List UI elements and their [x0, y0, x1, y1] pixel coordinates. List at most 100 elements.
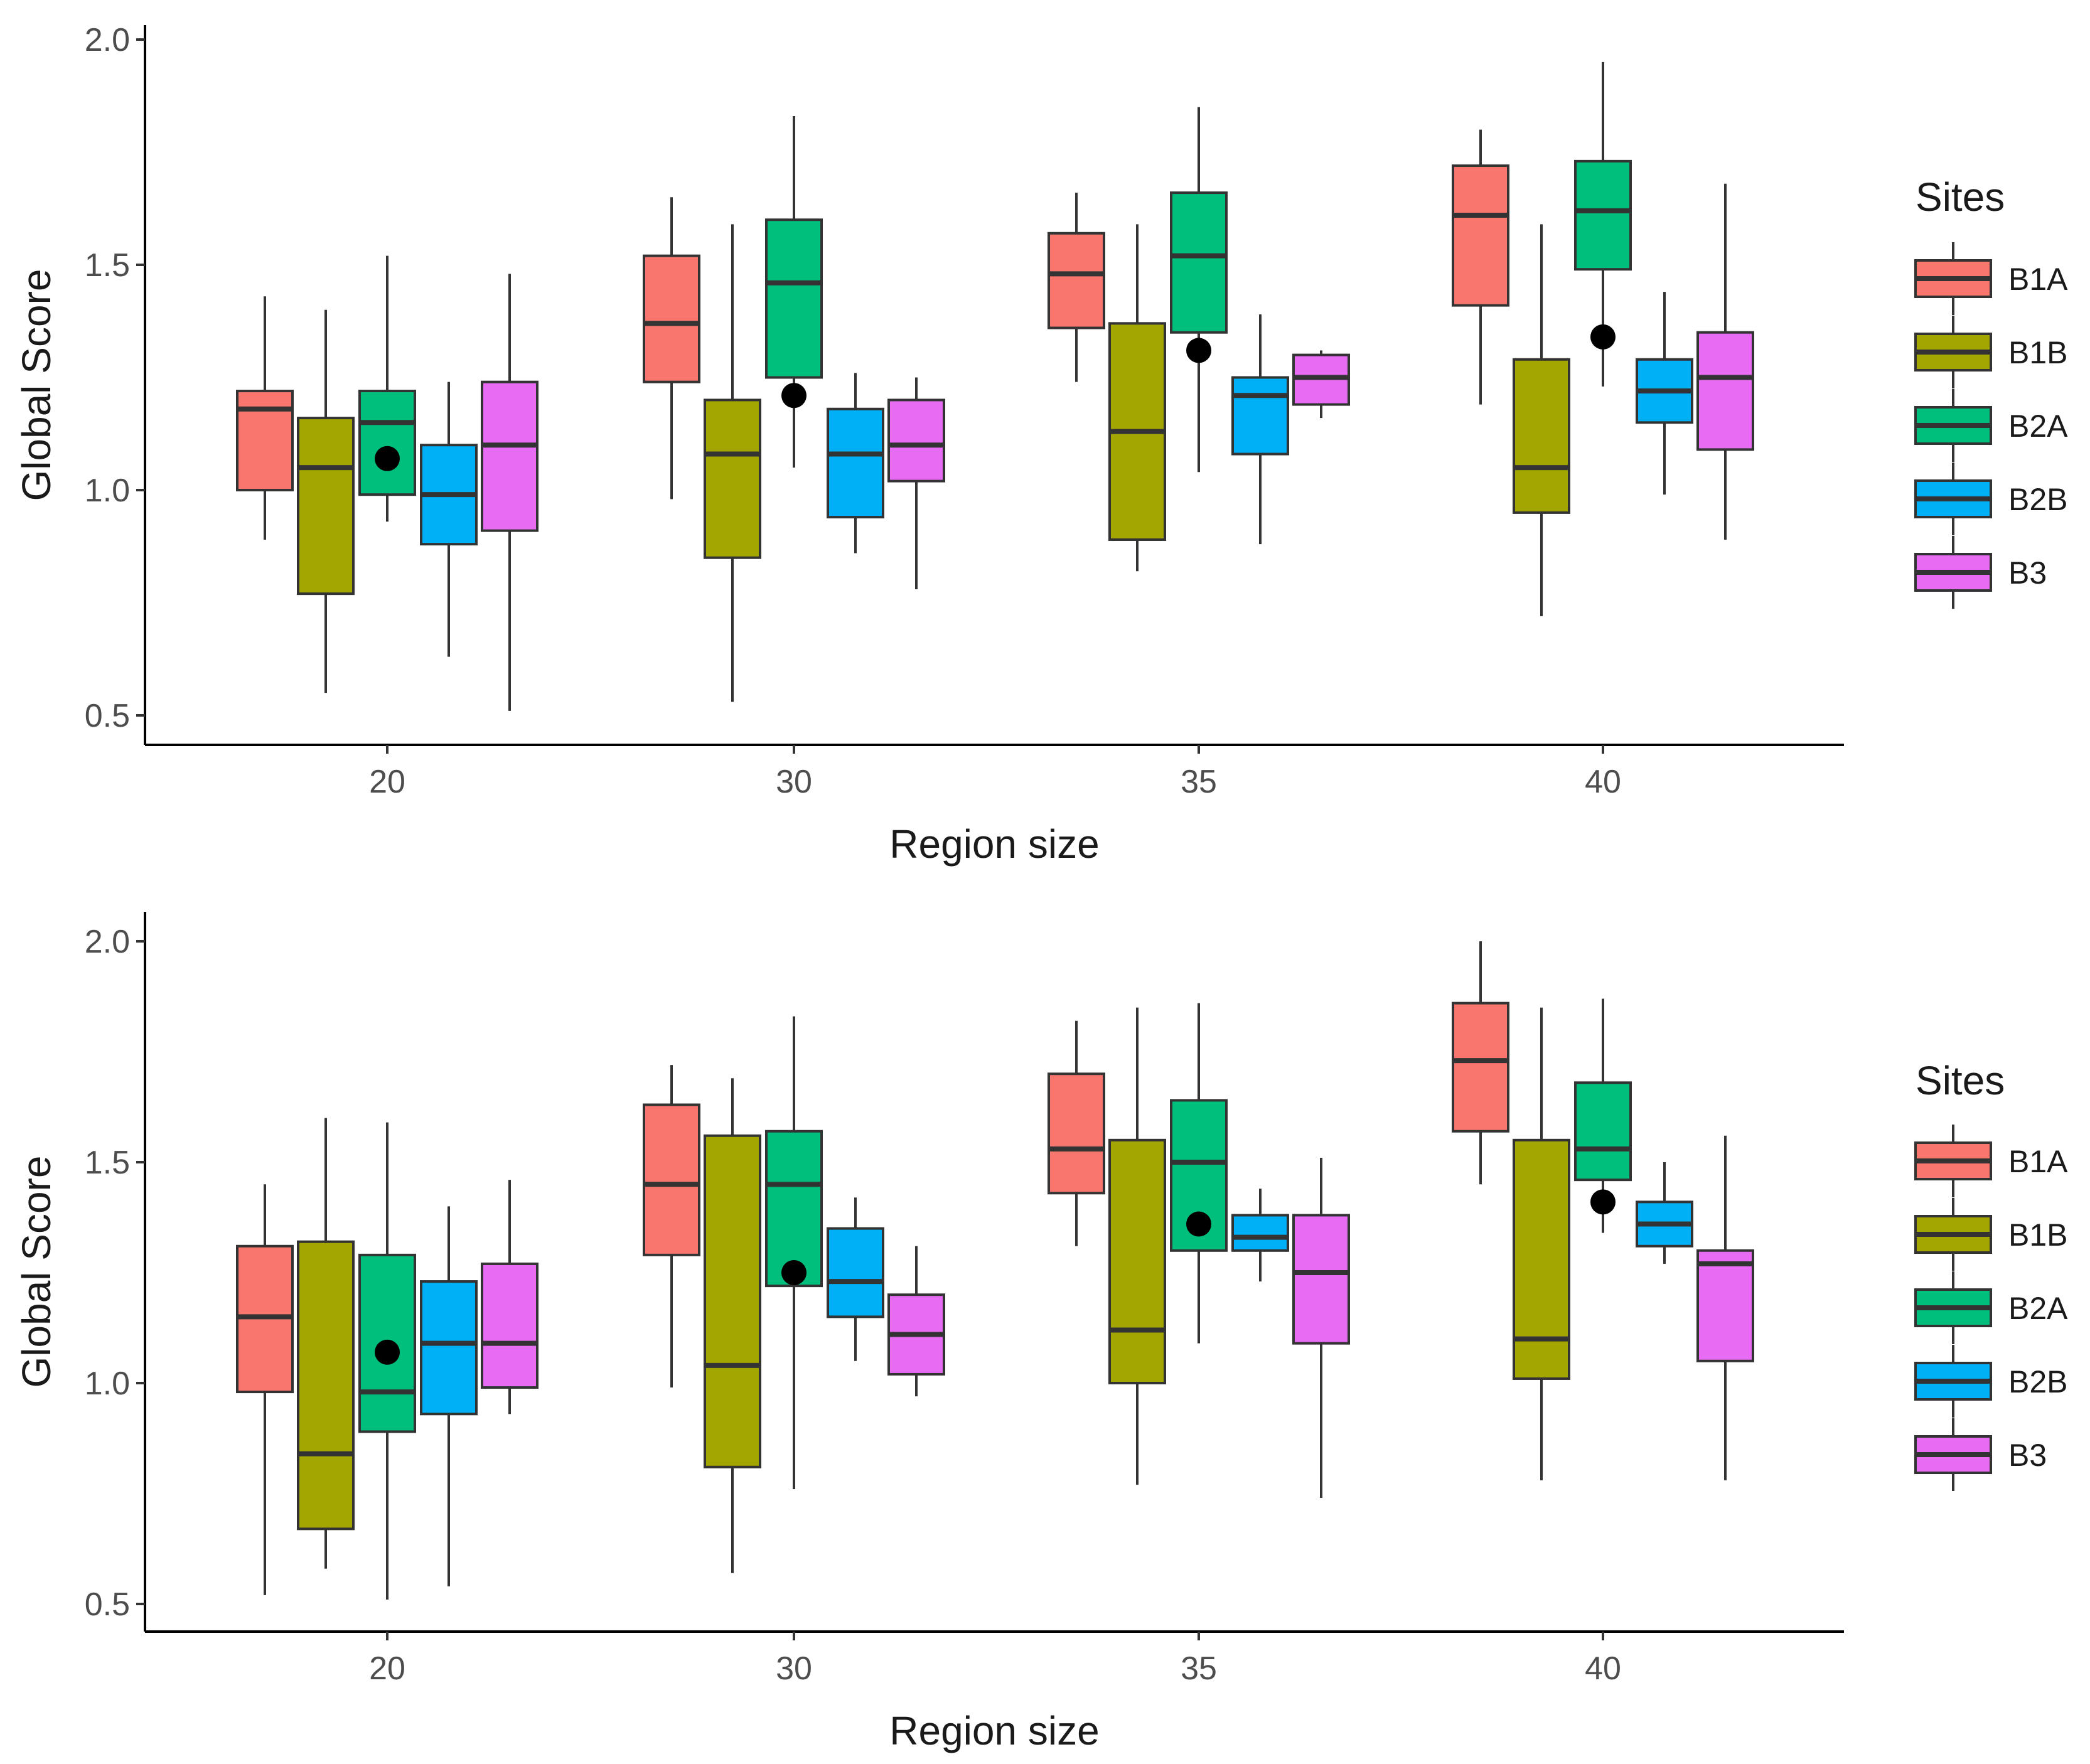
- box-B1A-20: [236, 1184, 294, 1595]
- legend-label-B3: B3: [2008, 1438, 2047, 1473]
- box-body: [297, 417, 355, 596]
- box-B1A-40: [1452, 941, 1509, 1185]
- legend-label-B2A: B2A: [2008, 409, 2068, 444]
- box-B1B-40: [1513, 224, 1570, 617]
- box-B3-30: [887, 377, 945, 589]
- box-B3-40: [1696, 1135, 1754, 1480]
- y-tick-label: 0.5: [85, 698, 130, 734]
- box-B2B-30: [827, 373, 884, 553]
- legend-label-B2B: B2B: [2008, 482, 2068, 517]
- box-B3-35: [1292, 350, 1350, 419]
- box-B3-20: [481, 274, 539, 711]
- box-B1B-35: [1108, 1007, 1166, 1485]
- box-B1B-20: [297, 309, 355, 693]
- box-body: [1513, 1138, 1570, 1380]
- box-B2B-35: [1231, 1189, 1289, 1282]
- chart-panel-2: 0.5 1.0 1.5 2.0 20 30 35 40 Region size Global Sc…: [14, 912, 2068, 1753]
- x-tick-label: 40: [1585, 764, 1621, 800]
- box-body: [1696, 331, 1754, 451]
- box-B1A-30: [643, 1065, 700, 1388]
- box-B2B-40: [1636, 1162, 1693, 1264]
- x-tick-label: 35: [1181, 1650, 1217, 1687]
- box-B3-35: [1292, 1157, 1350, 1499]
- box-B1A-35: [1048, 1020, 1105, 1246]
- chart-panel-1: 0.5 1.0 1.5 2.0 20 30 35 40 Region size Global Sc…: [14, 22, 2068, 867]
- y-tick-label: 2.0: [85, 924, 130, 960]
- box-B2B-35: [1231, 314, 1289, 545]
- box-body: [643, 254, 700, 383]
- legend-title: Sites: [1916, 174, 2005, 220]
- box-body: [1231, 376, 1289, 456]
- legend-label-B1B: B1B: [2008, 1217, 2068, 1253]
- box-body: [420, 1280, 478, 1416]
- box-body: [827, 1227, 884, 1318]
- y-tick-label: 2.0: [85, 22, 130, 58]
- x-tick-label: 20: [369, 1650, 405, 1687]
- box-body: [481, 1262, 539, 1389]
- mean-point: [1186, 338, 1211, 363]
- box-B3-40: [1696, 183, 1754, 540]
- x-tick-label: 30: [776, 764, 812, 800]
- box-body: [643, 1103, 700, 1256]
- box-B1B-20: [297, 1118, 355, 1569]
- box-body: [1048, 232, 1105, 329]
- mean-point: [375, 1339, 400, 1365]
- box-B1B-35: [1108, 224, 1166, 572]
- box-body: [704, 398, 761, 559]
- y-axis-title: Global Score: [14, 269, 59, 501]
- y-tick-label: 1.5: [85, 247, 130, 284]
- box-body: [887, 398, 945, 483]
- box-body: [236, 390, 294, 491]
- box-body: [1231, 1214, 1289, 1252]
- box-B1B-30: [704, 1078, 761, 1573]
- legend-label-B2B: B2B: [2008, 1364, 2068, 1399]
- box-B1A-30: [643, 197, 700, 500]
- x-axis-title: Region size: [889, 1708, 1099, 1753]
- box-B1B-30: [704, 224, 761, 702]
- box-B2B-20: [420, 382, 478, 657]
- box-B1A-20: [236, 296, 294, 540]
- box-B2B-20: [420, 1206, 478, 1586]
- box-body: [481, 380, 539, 532]
- y-tick-label: 0.5: [85, 1586, 130, 1623]
- y-tick-label: 1.0: [85, 473, 130, 509]
- box-body: [1452, 1002, 1509, 1133]
- box-B2A-40: [1574, 61, 1632, 387]
- x-tick-label: 35: [1181, 764, 1217, 800]
- mean-point: [781, 1260, 807, 1285]
- box-B1B-40: [1513, 1007, 1570, 1480]
- mean-point: [1590, 324, 1616, 350]
- box-body: [765, 218, 823, 379]
- legend-label-B1A: B1A: [2008, 1144, 2068, 1179]
- mean-point: [781, 383, 807, 409]
- box-body: [1170, 191, 1228, 334]
- x-tick-label: 40: [1585, 1650, 1621, 1687]
- box-B2A-20: [358, 255, 416, 522]
- box-body: [1292, 1214, 1350, 1345]
- mean-point: [375, 446, 400, 471]
- box-body: [297, 1240, 355, 1531]
- mean-point: [1186, 1211, 1211, 1237]
- box-body: [1108, 1138, 1166, 1385]
- legend-title: Sites: [1916, 1058, 2005, 1103]
- x-tick-label: 20: [369, 764, 405, 800]
- box-body: [1452, 164, 1509, 307]
- box-body: [358, 390, 416, 496]
- legend-label-B2A: B2A: [2008, 1291, 2068, 1326]
- y-axis-title: Global Score: [14, 1156, 59, 1388]
- box-body: [827, 407, 884, 519]
- y-tick-label: 1.5: [85, 1145, 130, 1181]
- box-B1A-35: [1048, 193, 1105, 382]
- legend-label-B3: B3: [2008, 555, 2047, 591]
- box-B2B-30: [827, 1197, 884, 1361]
- box-B3-20: [481, 1180, 539, 1414]
- x-axis-title: Region size: [889, 821, 1099, 867]
- box-B2A-30: [765, 116, 823, 468]
- box-body: [1574, 159, 1632, 271]
- legend-label-B1B: B1B: [2008, 335, 2068, 370]
- y-tick-label: 1.0: [85, 1366, 130, 1402]
- box-body: [1574, 1081, 1632, 1182]
- legend-label-B1A: B1A: [2008, 262, 2068, 297]
- box-body: [1048, 1072, 1105, 1195]
